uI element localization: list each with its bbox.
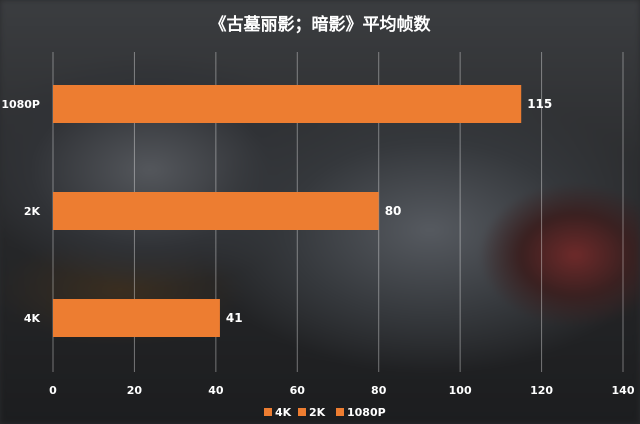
legend-item-label: 2K [309, 406, 326, 419]
legend-swatch [264, 408, 272, 416]
x-tick-label: 60 [290, 384, 306, 397]
legend-swatch [298, 408, 306, 416]
bar-2k [53, 192, 379, 230]
x-tick-label: 20 [127, 384, 143, 397]
legend-item-label: 1080P [347, 406, 386, 419]
x-tick-label: 80 [371, 384, 387, 397]
data-label: 41 [226, 311, 243, 325]
x-tick-label: 40 [208, 384, 224, 397]
chart-title: 《古墓丽影；暗影》平均帧数 [210, 14, 432, 35]
data-label: 80 [385, 204, 402, 218]
x-tick-label: 140 [612, 384, 635, 397]
x-tick-label: 100 [449, 384, 472, 397]
category-label: 1080P [1, 98, 40, 111]
data-label: 115 [527, 97, 552, 111]
x-tick-label: 120 [530, 384, 553, 397]
bar-4k [53, 299, 220, 337]
legend-item-label: 4K [275, 406, 292, 419]
category-label: 4K [24, 312, 41, 325]
bars: 1080P 115 2K 80 4K 41 [1, 85, 552, 337]
bar-1080p [53, 85, 522, 123]
category-label: 2K [24, 205, 41, 218]
x-axis-ticks: 0 20 40 60 80 100 120 140 [49, 384, 635, 397]
legend: 4K 2K 1080P [264, 406, 386, 419]
x-tick-label: 0 [49, 384, 57, 397]
legend-swatch [336, 408, 344, 416]
